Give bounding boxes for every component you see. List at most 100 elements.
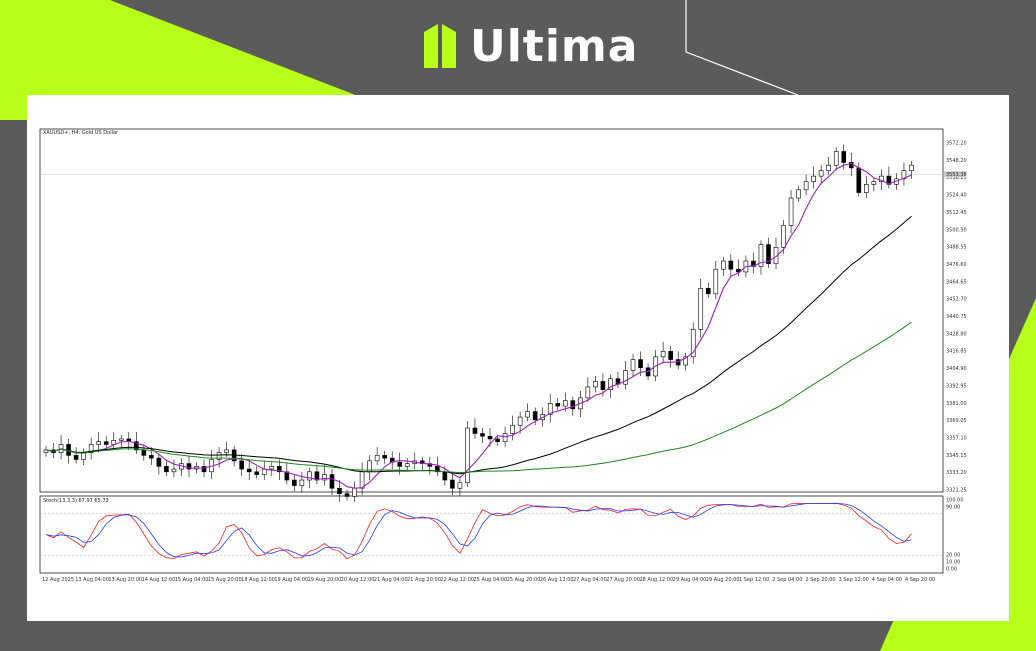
candle-body	[156, 457, 162, 467]
candle-body	[329, 474, 335, 489]
y-tick-label: 3392.95	[946, 383, 967, 389]
candle-body	[547, 403, 553, 415]
x-tick-label: 3 Sep 12:00	[839, 577, 869, 583]
candle-body	[833, 151, 839, 166]
x-tick-label: 21 Aug 04:00	[374, 577, 408, 583]
stoch-y-tick-label: 20.00	[946, 553, 960, 559]
candle-body	[570, 400, 576, 410]
candle-body	[487, 435, 493, 440]
x-tick-label: 28 Aug 12:00	[639, 577, 673, 583]
stoch-y-tick-label: 90.00	[946, 504, 960, 510]
x-tick-label: 4 Sep 20:00	[905, 577, 935, 583]
candle-body	[608, 378, 613, 390]
candle-body	[600, 381, 606, 390]
candle-body	[705, 288, 711, 295]
candle-body	[404, 463, 410, 467]
x-tick-label: 2 Sep 20:00	[805, 577, 835, 583]
y-tick-label: 3524.40	[946, 193, 967, 199]
price-chart[interactable]: XAUUSD+, H4: Gold US Dollar Stoch(13,3,3)…	[27, 95, 1009, 621]
candle-body	[510, 424, 515, 434]
candle-body	[88, 444, 94, 453]
x-tick-label: 22 Aug 12:00	[440, 577, 474, 583]
x-tick-label: 13 Aug 04:00	[75, 577, 109, 583]
candle-body	[277, 466, 282, 473]
stoch-title: Stoch(13,3,3) 67.97 65.73	[43, 498, 109, 504]
candle-body	[532, 411, 538, 421]
x-tick-label: 1 Sep 12:00	[739, 577, 769, 583]
candle-body	[472, 427, 478, 434]
y-tick-label: 3416.85	[946, 349, 967, 355]
y-tick-label: 3440.75	[946, 314, 967, 320]
candle-body	[322, 474, 327, 481]
candle-body	[96, 441, 101, 445]
candle-body	[201, 466, 207, 473]
candle-body	[435, 466, 440, 473]
stoch-signal-line	[45, 502, 912, 560]
candle-body	[254, 471, 260, 475]
candle-body	[856, 167, 862, 193]
candle-body	[118, 438, 124, 441]
candle-body	[909, 164, 914, 171]
y-tick-label: 3357.10	[946, 435, 967, 441]
brand-logo: Ultima	[424, 20, 638, 72]
candle-body	[864, 184, 869, 193]
candle-body	[555, 403, 561, 407]
brand-name: Ultima	[470, 20, 639, 72]
candle-body	[246, 468, 252, 473]
candle-body	[442, 471, 448, 481]
candle-body	[239, 460, 244, 470]
x-tick-label: 25 Aug 20:00	[507, 577, 541, 583]
candle-body	[81, 452, 86, 460]
candle-body	[585, 386, 591, 399]
candle-body	[299, 479, 305, 486]
x-tick-label: 15 Aug 20:00	[208, 577, 242, 583]
candle-body	[141, 449, 147, 456]
candle-body	[284, 471, 290, 481]
candle-body	[879, 175, 884, 182]
candle-body	[698, 288, 704, 330]
candle-body	[562, 400, 568, 407]
candle-body	[149, 455, 154, 459]
ma-mid-line	[45, 215, 912, 475]
candle-body	[269, 466, 275, 470]
candle-body	[525, 411, 530, 418]
candle-body	[758, 244, 764, 267]
x-tick-label: 14 Aug 12:00	[142, 577, 176, 583]
candle-body	[450, 479, 455, 489]
candle-body	[517, 416, 523, 426]
candle-body	[374, 455, 380, 462]
y-tick-label: 3536.25	[946, 175, 967, 181]
candle-body	[796, 189, 801, 199]
ma-fast-line	[45, 162, 912, 489]
candle-body	[103, 441, 109, 445]
candle-body	[826, 164, 831, 171]
x-tick-label: 20 Aug 12:00	[341, 577, 375, 583]
candle-body	[623, 370, 628, 385]
y-tick-label: 3404.90	[946, 366, 967, 372]
candle-body	[811, 175, 816, 182]
x-tick-label: 25 Aug 04:00	[474, 577, 508, 583]
candle-body	[465, 427, 470, 484]
candle-body	[307, 471, 312, 481]
accent-outline	[685, 0, 799, 96]
candle-body	[344, 493, 350, 497]
candle-body	[216, 452, 222, 460]
candle-body	[818, 170, 824, 177]
candle-body	[337, 487, 342, 495]
candle-body	[841, 151, 847, 163]
candle-body	[788, 197, 794, 226]
y-tick-label: 3369.05	[946, 418, 967, 424]
y-tick-label: 3452.70	[946, 297, 967, 303]
candle-body	[638, 359, 643, 369]
y-tick-label: 3548.20	[946, 158, 967, 164]
candle-body	[630, 359, 636, 371]
stoch-main-line	[45, 502, 912, 558]
y-tick-label: 3572.20	[946, 141, 967, 147]
x-tick-label: 19 Aug 04:00	[274, 577, 308, 583]
ma-slow-line	[45, 321, 912, 474]
candle-body	[781, 225, 786, 248]
x-tick-label: 13 Aug 20:00	[108, 577, 142, 583]
candle-body	[359, 471, 365, 489]
candle-body	[171, 468, 177, 473]
stoch-y-tick-label: 10.00	[946, 560, 960, 566]
